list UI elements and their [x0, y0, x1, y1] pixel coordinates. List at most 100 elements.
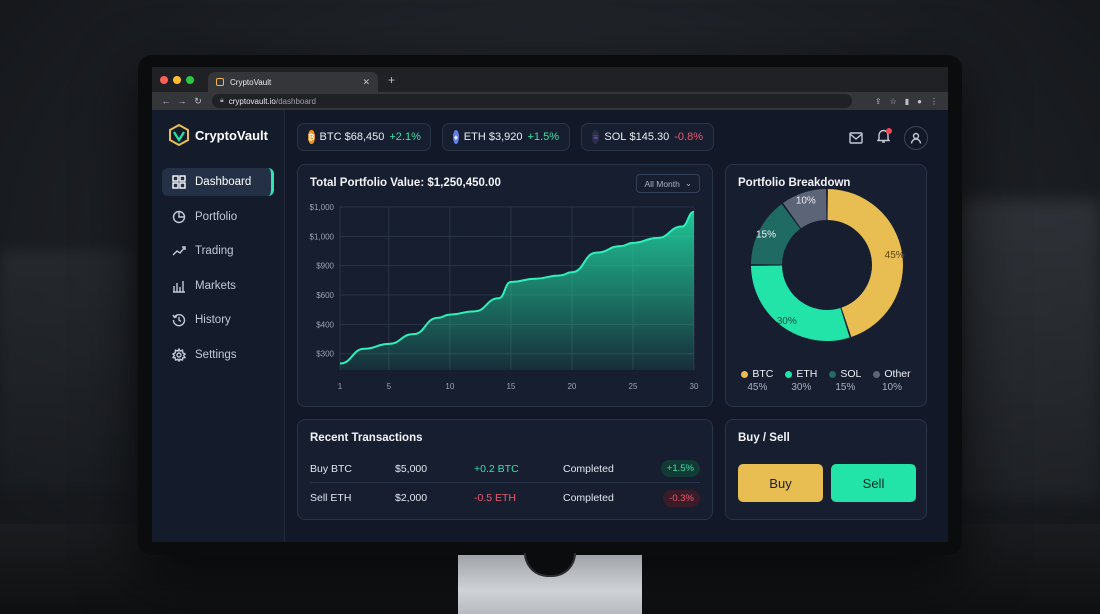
portfolio-breakdown-card: Portfolio Breakdown 45% 30% 15% 10% BTC 45%…	[725, 164, 927, 407]
avatar[interactable]	[904, 126, 928, 150]
background-shelf	[960, 200, 1100, 500]
legend-value: 45%	[747, 382, 768, 393]
legend-value: 30%	[791, 382, 812, 393]
bell-icon	[876, 129, 891, 143]
app-name: CryptoVault	[195, 127, 268, 143]
ticker-btc[interactable]: ₿ BTC $68,450 +2.1%	[297, 123, 431, 151]
table-row[interactable]: Buy BTC $5,000 +0.2 BTC Completed +1.5%	[310, 455, 700, 483]
portfolio-chart-title: Total Portfolio Value: $1,250,450.00	[310, 177, 501, 189]
y-tick-label: $400	[316, 320, 334, 329]
notifications-button[interactable]	[876, 127, 892, 148]
sell-button[interactable]: Sell	[831, 464, 916, 502]
profile-icon[interactable]: ●	[917, 96, 922, 106]
x-tick-label: 30	[690, 382, 699, 391]
legend-item-eth: ETH 30%	[785, 368, 817, 393]
tx-type: Buy BTC	[310, 462, 353, 475]
history-icon	[172, 313, 186, 327]
legend-swatch	[829, 370, 837, 378]
share-icon[interactable]: ⇪	[874, 96, 882, 106]
area-fill	[340, 211, 694, 370]
sidebar-item-settings[interactable]: Settings	[162, 341, 274, 369]
x-tick-label: 15	[506, 382, 515, 391]
tx-amount: $2,000	[395, 492, 428, 504]
breakdown-title: Portfolio Breakdown	[738, 177, 851, 189]
sidepanel-icon[interactable]: ▮	[904, 96, 910, 106]
series-line	[339, 210, 695, 365]
portfolio-value-card: Total Portfolio Value: $1,250,450.00 All…	[297, 164, 713, 407]
mail-icon[interactable]	[849, 132, 863, 144]
url-path: /dashboard	[275, 96, 316, 106]
close-tab-icon[interactable]: ✕	[362, 76, 370, 87]
ticker-sol[interactable]: ≡ SOL $145.30 -0.8%	[581, 123, 714, 151]
ticker-eth[interactable]: ♦ ETH $3,920 +1.5%	[442, 123, 570, 151]
reload-icon[interactable]: ↻	[194, 95, 202, 106]
ticker-change: +1.5%	[527, 131, 560, 143]
table-row[interactable]: Sell ETH $2,000 -0.5 ETH Completed -0.3%	[310, 484, 700, 512]
sidebar-item-history[interactable]: History	[162, 306, 274, 334]
solana-icon: ≡	[592, 130, 600, 144]
ticker-symbol: ETH	[463, 131, 486, 143]
y-tick-label: $1,000	[310, 232, 335, 241]
sidebar-item-trading[interactable]: Trading	[162, 237, 274, 265]
x-tick-label: 10	[445, 382, 454, 391]
new-tab-icon[interactable]: +	[388, 72, 396, 87]
donut-label: 10%	[796, 195, 816, 206]
legend-label: Other	[884, 368, 911, 380]
tx-type: Sell ETH	[310, 492, 352, 504]
bars-icon	[173, 280, 185, 293]
screen: CryptoVault ✕ + ← → ↻ 🔒︎ cryptovault.io /…	[152, 67, 948, 542]
donut-slice-other	[783, 189, 827, 229]
y-tick-label: $900	[316, 262, 334, 271]
sidebar-item-portfolio[interactable]: Portfolio	[162, 203, 274, 231]
sidebar-item-label: Trading	[195, 245, 234, 257]
tx-crypto-amount: +0.2 BTC	[474, 462, 519, 475]
minimize-window-button[interactable]	[173, 75, 181, 84]
sidebar-item-label: Markets	[195, 279, 236, 292]
app: CryptoVault Dashboard Portfolio Trading …	[152, 110, 948, 542]
menu-kebab-icon[interactable]: ⋮	[930, 96, 938, 106]
sidebar-item-label: History	[195, 314, 231, 326]
forward-icon[interactable]: →	[177, 96, 187, 106]
bookmark-star-icon[interactable]: ☆	[889, 96, 897, 106]
lock-icon: 🔒︎	[220, 97, 224, 104]
grid-icon	[172, 175, 186, 189]
sidebar-item-dashboard[interactable]: Dashboard	[162, 168, 274, 196]
back-icon[interactable]: ←	[161, 96, 171, 106]
tx-change-badge: +1.5%	[660, 460, 700, 477]
transactions-title: Recent Transactions	[310, 432, 423, 444]
maximize-window-button[interactable]	[186, 75, 194, 84]
browser-tab[interactable]: CryptoVault ✕	[208, 72, 378, 92]
sidebar-item-label: Settings	[195, 348, 237, 361]
legend-swatch	[741, 370, 749, 378]
logo[interactable]: CryptoVault	[152, 124, 284, 146]
x-tick-label: 20	[567, 382, 576, 391]
x-tick-label: 5	[387, 382, 392, 391]
legend-label: ETH	[796, 368, 818, 380]
pie-icon	[172, 210, 186, 223]
close-window-button[interactable]	[160, 75, 168, 84]
legend-label: SOL	[840, 368, 862, 380]
donut-legend: BTC 45% ETH 30% SOL 15% Other 10%	[726, 368, 926, 393]
range-select[interactable]: All Month ⌄	[636, 174, 700, 193]
background-lamp	[0, 250, 130, 490]
favicon-icon	[216, 78, 224, 86]
main-content: ₿ BTC $68,450 +2.1% ♦ ETH $3,920 +1.5% ≡…	[285, 110, 948, 542]
donut-slice-sol	[751, 204, 801, 265]
user-icon	[910, 132, 922, 144]
header-actions	[849, 126, 928, 150]
bitcoin-icon: ₿	[308, 130, 315, 144]
tx-crypto-amount: -0.5 ETH	[474, 492, 517, 504]
legend-swatch	[873, 370, 881, 378]
ethereum-icon: ♦	[453, 130, 459, 144]
ticker-change: -0.8%	[674, 131, 703, 143]
legend-item-btc: BTC 45%	[741, 368, 773, 393]
tx-status: Completed	[563, 492, 614, 504]
legend-swatch	[785, 370, 793, 378]
sidebar-item-markets[interactable]: Markets	[162, 272, 274, 300]
ticker-change: +2.1%	[389, 131, 421, 143]
recent-transactions-card: Recent Transactions Buy BTC $5,000 +0.2 …	[297, 419, 713, 520]
buy-button[interactable]: Buy	[738, 464, 823, 502]
legend-item-sol: SOL 15%	[829, 368, 861, 393]
address-bar[interactable]: 🔒︎ cryptovault.io/dashboard	[212, 94, 852, 108]
